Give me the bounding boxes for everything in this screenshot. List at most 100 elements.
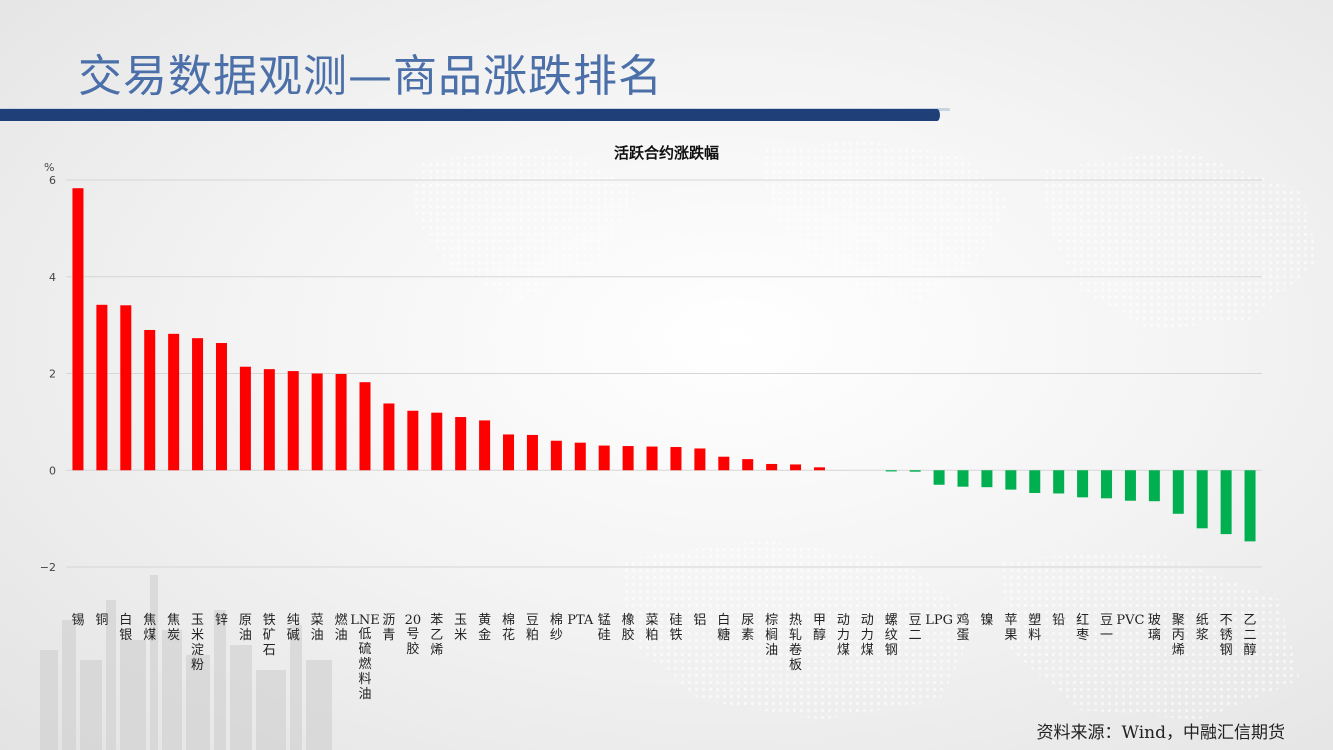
y-axis-unit-label: % bbox=[44, 161, 54, 174]
category-label: 燃油 bbox=[335, 612, 348, 643]
bar-12 bbox=[359, 382, 371, 471]
bar-38 bbox=[981, 470, 993, 488]
bar-8 bbox=[263, 369, 275, 471]
y-tick-label: 0 bbox=[49, 464, 56, 477]
bar-46 bbox=[1172, 470, 1184, 514]
category-label: 镍 bbox=[980, 613, 993, 628]
chart-bars bbox=[72, 188, 1256, 542]
bar-41 bbox=[1053, 470, 1065, 494]
category-label: 白银 bbox=[119, 612, 132, 643]
chart-title: 活跃合约涨跌幅 bbox=[613, 144, 719, 162]
category-label: 豆一 bbox=[1100, 613, 1113, 643]
category-label: 菜油 bbox=[311, 613, 324, 643]
bar-39 bbox=[1005, 470, 1017, 490]
bar-13 bbox=[383, 403, 395, 471]
category-label: 玻璃 bbox=[1148, 613, 1161, 643]
category-label: PVC bbox=[1116, 613, 1144, 628]
category-label: 红枣 bbox=[1076, 612, 1089, 643]
slide-title: 交易数据观测—商品涨跌排名 bbox=[78, 51, 663, 102]
bar-11 bbox=[335, 373, 347, 471]
category-label: 铅 bbox=[1052, 613, 1065, 628]
category-label: 棉纱 bbox=[550, 613, 563, 643]
category-label: 棕榈油 bbox=[765, 613, 778, 658]
bar-45 bbox=[1148, 470, 1160, 502]
bar-49 bbox=[1244, 470, 1256, 542]
category-label: 橡胶 bbox=[622, 613, 635, 643]
category-label: 豆二 bbox=[909, 613, 922, 643]
category-label: 螺纹钢 bbox=[885, 613, 898, 658]
category-label: 尿素 bbox=[741, 613, 754, 643]
category-label: 菜粕 bbox=[646, 613, 659, 643]
bar-4 bbox=[168, 333, 180, 471]
bar-2 bbox=[120, 305, 132, 471]
bar-7 bbox=[239, 366, 251, 471]
category-label: 动力煤 bbox=[837, 613, 850, 658]
bar-43 bbox=[1101, 470, 1113, 499]
bar-36 bbox=[933, 470, 945, 485]
bar-44 bbox=[1124, 470, 1136, 501]
category-label: 不锈钢 bbox=[1220, 613, 1233, 658]
category-label: 聚丙烯 bbox=[1172, 613, 1185, 658]
category-label: 热轧卷板 bbox=[789, 613, 802, 673]
y-tick-label: 6 bbox=[49, 174, 56, 187]
category-label: 焦煤 bbox=[143, 613, 156, 643]
category-label: 焦炭 bbox=[167, 613, 180, 643]
category-label: 乙二醇 bbox=[1244, 613, 1257, 658]
category-label: 铁矿石 bbox=[263, 613, 276, 658]
bar-30 bbox=[790, 464, 802, 471]
bar-27 bbox=[718, 456, 730, 471]
bar-48 bbox=[1220, 470, 1232, 535]
category-label: 鸡蛋 bbox=[956, 612, 969, 643]
category-label: 塑料 bbox=[1028, 613, 1041, 643]
category-label: 豆粕 bbox=[526, 613, 539, 643]
bar-16 bbox=[455, 417, 467, 471]
category-label: 苹果 bbox=[1004, 613, 1017, 643]
category-label: 铜 bbox=[95, 613, 108, 628]
bar-25 bbox=[670, 447, 682, 471]
bar-20 bbox=[550, 440, 562, 471]
category-label: LNE 低硫燃料油 bbox=[350, 613, 380, 702]
category-label: LPG bbox=[925, 613, 953, 628]
category-label: 甲醇 bbox=[813, 613, 826, 643]
y-tick-label: −2 bbox=[40, 561, 56, 574]
bar-47 bbox=[1196, 470, 1208, 529]
category-label: 黄金 bbox=[478, 613, 491, 643]
category-label: 棉花 bbox=[502, 613, 515, 643]
category-label: 锰硅 bbox=[598, 613, 611, 643]
bar-31 bbox=[813, 467, 825, 471]
bar-5 bbox=[192, 338, 204, 471]
category-label: 锌 bbox=[215, 613, 228, 628]
category-label: 苯乙烯 bbox=[430, 613, 443, 658]
category-label: PTA bbox=[567, 613, 594, 628]
category-label: 动力煤 bbox=[861, 613, 874, 658]
bar-9 bbox=[287, 371, 299, 471]
category-label: 锡 bbox=[71, 613, 84, 628]
bar-26 bbox=[694, 448, 706, 471]
bar-34 bbox=[885, 470, 897, 472]
bar-18 bbox=[503, 434, 515, 471]
bar-14 bbox=[407, 410, 419, 471]
category-label: 原油 bbox=[239, 613, 252, 643]
bar-0 bbox=[72, 188, 84, 471]
y-axis-ticks: −2 0 2 4 6 bbox=[40, 174, 56, 574]
y-tick-label: 4 bbox=[49, 271, 56, 284]
bar-17 bbox=[479, 420, 491, 471]
bar-10 bbox=[311, 373, 323, 471]
category-label: 玉米 bbox=[454, 613, 467, 643]
y-tick-label: 2 bbox=[49, 368, 56, 381]
bar-37 bbox=[957, 470, 969, 487]
category-label: 20 号胶 bbox=[405, 613, 422, 657]
title-underline-bar bbox=[0, 109, 940, 121]
category-label: 沥青 bbox=[382, 613, 395, 643]
category-label: 白糖 bbox=[717, 612, 730, 643]
data-source-note: 资料来源：Wind，中融汇信期货 bbox=[1036, 723, 1285, 743]
category-label: 纸浆 bbox=[1196, 613, 1209, 643]
category-label: 硅铁 bbox=[669, 613, 682, 643]
bar-23 bbox=[622, 446, 634, 471]
bar-21 bbox=[574, 442, 586, 471]
bar-15 bbox=[431, 412, 443, 471]
bar-22 bbox=[598, 445, 610, 471]
category-label: 铝 bbox=[693, 613, 706, 628]
